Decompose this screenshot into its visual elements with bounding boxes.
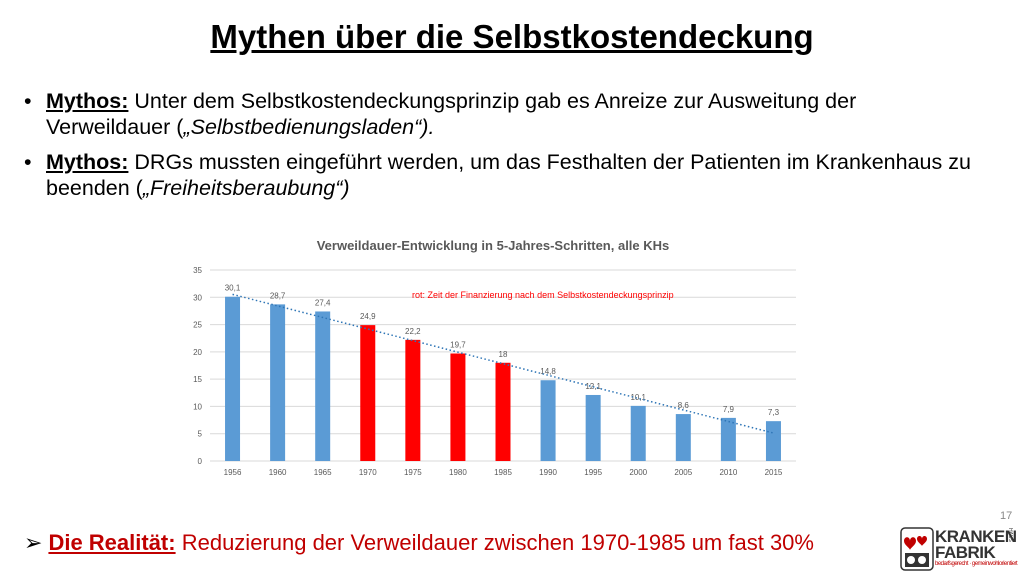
bullet-item: • Mythos: DRGs mussten eingeführt werden… <box>24 149 984 201</box>
bar <box>360 325 376 461</box>
bar <box>765 421 781 461</box>
logo-tagline: bedarfsgerecht · gemeinwohlorientiert <box>935 561 1018 567</box>
bullet-symbol: • <box>24 89 32 113</box>
trendline <box>232 293 774 434</box>
bullet-list: • Mythos: Unter dem Selbstkostendeckungs… <box>24 88 984 210</box>
arrow-bullet-icon: ➢ <box>24 530 43 555</box>
bullet-symbol: • <box>24 150 32 174</box>
data-label: 7,3 <box>768 408 780 417</box>
bullet-text: Unter dem Selbstkostendeckungsprinzip ga… <box>46 89 857 139</box>
data-label: 19,7 <box>450 340 466 349</box>
data-label: 7,9 <box>723 405 735 414</box>
bullet-italic-text: „Freiheitsberaubung“) <box>142 176 350 200</box>
bar <box>495 362 511 461</box>
bullet-item: • Mythos: Unter dem Selbstkostendeckungs… <box>24 88 984 140</box>
logo-line2: FABRIK <box>935 543 996 562</box>
length-of-stay-chart: Verweildauer-Entwicklung in 5-Jahres-Sch… <box>182 230 804 484</box>
slide-title: Mythen über die Selbstkostendeckung <box>210 18 814 55</box>
bar <box>720 417 736 461</box>
x-tick-label: 1960 <box>269 468 287 477</box>
y-tick-label: 10 <box>193 402 202 411</box>
chart-annotation: rot: Zeit der Finanzierung nach dem Selb… <box>412 290 674 300</box>
bar <box>450 353 466 461</box>
bar <box>315 311 331 461</box>
bar <box>270 304 286 461</box>
x-tick-label: 1980 <box>449 468 467 477</box>
x-tick-label: 1965 <box>314 468 332 477</box>
x-tick-label: 2000 <box>629 468 647 477</box>
bar <box>405 339 421 461</box>
reality-statement: ➢ Die Realität: Reduzierung der Verweilda… <box>24 530 814 556</box>
data-label: 28,7 <box>270 291 286 300</box>
y-tick-label: 30 <box>193 293 202 302</box>
chart-title: Verweildauer-Entwicklung in 5-Jahres-Sch… <box>317 238 670 253</box>
bar <box>675 414 691 461</box>
x-tick-label: 1990 <box>539 468 557 477</box>
bullet-italic-text: „Selbstbedienungsladen“). <box>183 115 435 139</box>
x-tick-label: 2005 <box>674 468 692 477</box>
data-label: 10,1 <box>630 393 646 402</box>
hearts-factory-icon <box>900 527 934 571</box>
bullet-label: Mythos: <box>46 89 129 113</box>
y-tick-label: 15 <box>193 375 202 384</box>
bar <box>585 394 601 461</box>
y-tick-label: 0 <box>198 457 203 466</box>
logo-line1: KRANKEN <box>935 527 1017 546</box>
y-tick-label: 20 <box>193 348 202 357</box>
x-tick-label: 1975 <box>404 468 422 477</box>
reality-text: Reduzierung der Verweildauer zwischen 19… <box>175 530 814 555</box>
data-label: 8,6 <box>678 401 690 410</box>
x-tick-label: 1985 <box>494 468 512 477</box>
x-tick-label: 1995 <box>584 468 602 477</box>
krankenhausfabrik-logo: KRANKEN FABRIK bedarfsgerecht · gemeinwo… <box>900 526 1020 572</box>
bar <box>225 296 241 461</box>
x-tick-label: 1970 <box>359 468 377 477</box>
reality-label: Die Realität: <box>48 530 176 555</box>
page-number: 17 <box>1000 510 1013 522</box>
data-label: 24,9 <box>360 312 376 321</box>
bullet-label: Mythos: <box>46 150 129 174</box>
x-tick-label: 2015 <box>765 468 783 477</box>
data-label: 22,2 <box>405 327 421 336</box>
chart-svg: Verweildauer-Entwicklung in 5-Jahres-Sch… <box>193 238 796 477</box>
y-tick-label: 35 <box>193 266 202 275</box>
x-tick-label: 2010 <box>719 468 737 477</box>
bar <box>540 380 556 461</box>
logo-side-text: HAUS <box>1007 528 1013 542</box>
y-tick-label: 25 <box>193 321 202 330</box>
bar <box>630 405 646 461</box>
data-label: 18 <box>499 350 508 359</box>
y-tick-label: 5 <box>198 430 203 439</box>
x-tick-label: 1956 <box>224 468 242 477</box>
bullet-text: DRGs mussten eingeführt werden, um das F… <box>46 150 971 200</box>
data-label: 27,4 <box>315 298 331 307</box>
data-label: 30,1 <box>225 284 241 293</box>
data-label: 14,8 <box>540 367 556 376</box>
